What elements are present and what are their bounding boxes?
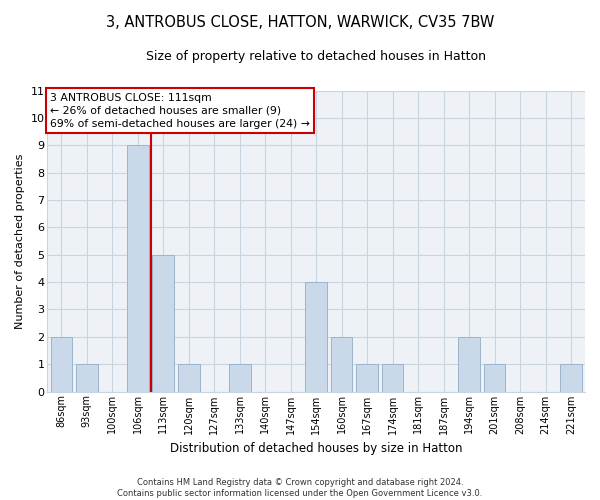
Bar xyxy=(560,364,582,392)
Text: 3 ANTROBUS CLOSE: 111sqm
← 26% of detached houses are smaller (9)
69% of semi-de: 3 ANTROBUS CLOSE: 111sqm ← 26% of detach… xyxy=(50,92,310,129)
Bar xyxy=(305,282,327,392)
Text: Contains HM Land Registry data © Crown copyright and database right 2024.
Contai: Contains HM Land Registry data © Crown c… xyxy=(118,478,482,498)
Bar xyxy=(50,337,72,392)
Bar xyxy=(152,254,174,392)
X-axis label: Distribution of detached houses by size in Hatton: Distribution of detached houses by size … xyxy=(170,442,463,455)
Y-axis label: Number of detached properties: Number of detached properties xyxy=(15,154,25,328)
Bar xyxy=(127,146,149,392)
Title: Size of property relative to detached houses in Hatton: Size of property relative to detached ho… xyxy=(146,50,486,63)
Bar xyxy=(229,364,251,392)
Bar xyxy=(356,364,378,392)
Bar xyxy=(178,364,200,392)
Bar xyxy=(76,364,98,392)
Text: 3, ANTROBUS CLOSE, HATTON, WARWICK, CV35 7BW: 3, ANTROBUS CLOSE, HATTON, WARWICK, CV35… xyxy=(106,15,494,30)
Bar xyxy=(382,364,403,392)
Bar xyxy=(458,337,480,392)
Bar xyxy=(484,364,505,392)
Bar xyxy=(331,337,352,392)
